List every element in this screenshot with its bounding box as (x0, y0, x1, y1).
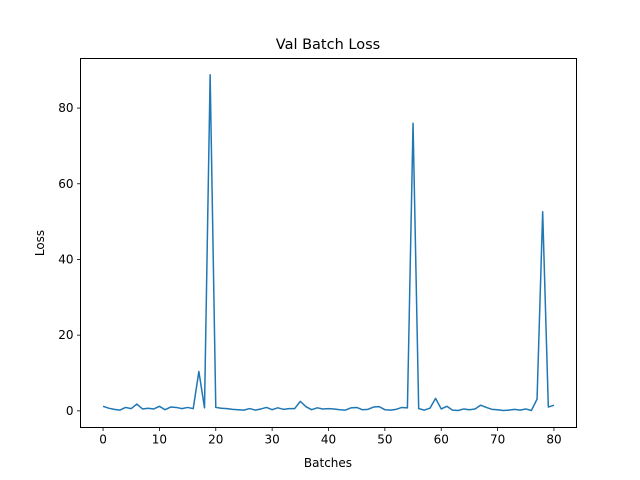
y-axis-ticks: 0 20 40 60 80 (58, 101, 81, 418)
y-tick-label: 20 (58, 328, 73, 342)
x-tick-label: 0 (99, 433, 107, 447)
x-tick-label: 40 (321, 433, 336, 447)
plot-frame (80, 58, 577, 428)
y-axis-label: Loss (33, 230, 47, 256)
y-tick-label: 0 (66, 404, 74, 418)
x-tick-label: 50 (377, 433, 392, 447)
x-tick-label: 60 (434, 433, 449, 447)
y-tick-label: 60 (58, 177, 73, 191)
chart-title: Val Batch Loss (276, 37, 380, 53)
x-axis-ticks: 0 10 20 30 40 50 60 70 80 (99, 427, 562, 447)
plot-area (102, 74, 555, 412)
x-tick-label: 20 (208, 433, 223, 447)
x-tick-label: 10 (152, 433, 167, 447)
x-tick-label: 70 (490, 433, 505, 447)
x-axis-label: Batches (304, 456, 352, 470)
x-tick-label: 80 (546, 433, 561, 447)
y-tick-label: 80 (58, 101, 73, 115)
y-tick-label: 40 (58, 252, 73, 266)
x-tick-label: 30 (264, 433, 279, 447)
